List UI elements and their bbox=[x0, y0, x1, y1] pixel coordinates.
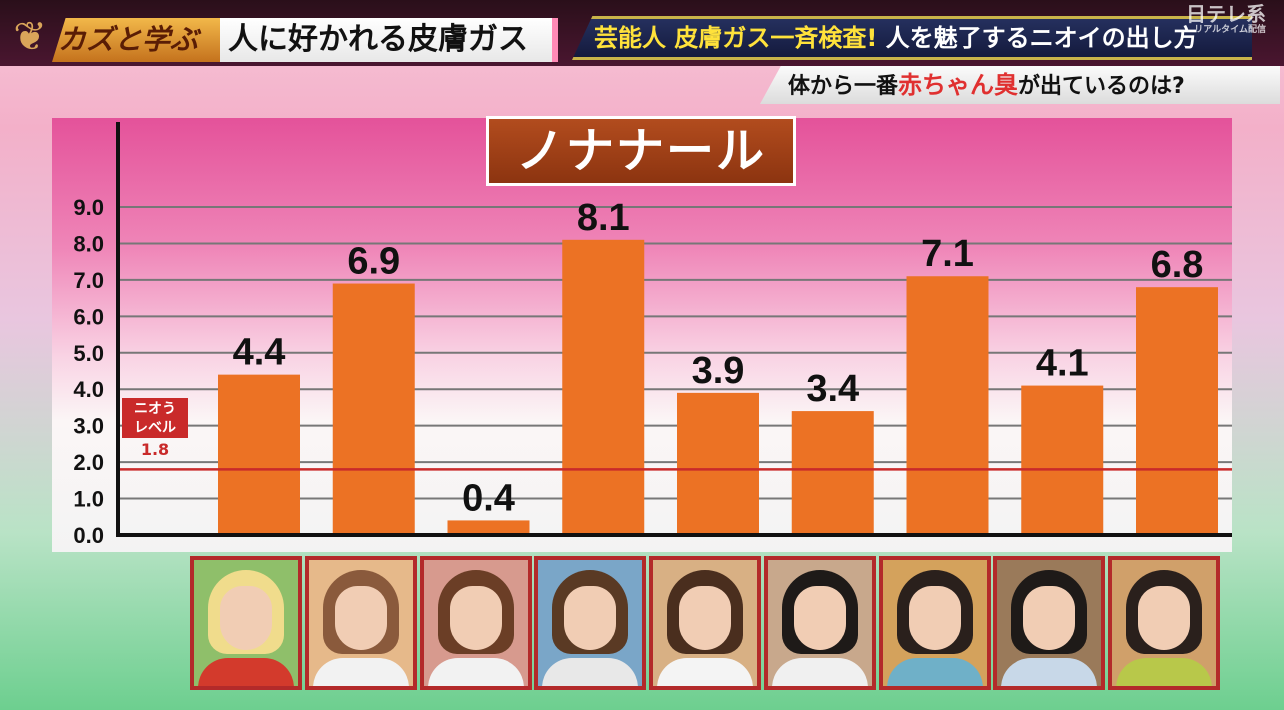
photo-body bbox=[542, 658, 639, 686]
photo-face bbox=[449, 586, 502, 650]
y-tick-label: 2.0 bbox=[73, 450, 104, 475]
y-tick-label: 3.0 bbox=[73, 414, 104, 439]
y-tick-label: 7.0 bbox=[73, 268, 104, 293]
bar-value-label: 3.4 bbox=[806, 368, 859, 410]
contestant-photo bbox=[649, 556, 761, 690]
reference-label-line-1: ニオう bbox=[134, 401, 176, 417]
photo-face bbox=[334, 586, 387, 650]
photo-body bbox=[198, 658, 294, 686]
headline-banner: 芸能人 皮膚ガス一斉検査! 人を魅了するニオイの出し方 bbox=[572, 16, 1252, 60]
ornament-logo-icon: ❦ bbox=[13, 14, 47, 60]
photo-body bbox=[657, 658, 753, 686]
photo-body bbox=[312, 658, 409, 686]
network-logo: 日テレ系 リアルタイム配信 bbox=[1186, 4, 1266, 36]
bar bbox=[218, 374, 300, 535]
headline-part-1: 芸能人 皮膚ガス一斉検査! bbox=[594, 24, 878, 52]
bar-value-label: 3.9 bbox=[692, 350, 745, 392]
contestant-photo bbox=[763, 556, 876, 690]
contestant-photo bbox=[534, 556, 647, 690]
contestant-photo bbox=[419, 556, 532, 690]
bar bbox=[562, 239, 645, 536]
bar-value-label: 4.1 bbox=[1036, 343, 1089, 385]
bar bbox=[1021, 385, 1104, 535]
bars bbox=[218, 239, 1218, 536]
bar bbox=[677, 392, 759, 535]
y-axis-ticks: 0.0 1.0 2.0 3.0 4.0 5.0 6.0 7.0 8.0 9.0 bbox=[73, 195, 104, 548]
network-logo-text: 日テレ系 bbox=[1186, 2, 1266, 26]
contestant-photo bbox=[993, 556, 1106, 690]
bar bbox=[332, 283, 415, 535]
contestant-photo bbox=[190, 556, 302, 690]
photo-face bbox=[564, 586, 617, 650]
show-segment-title: カズと学ぶ bbox=[52, 18, 222, 62]
photo-body bbox=[886, 658, 983, 686]
photo-body bbox=[1116, 658, 1212, 686]
question-part-1: 体から一番 bbox=[788, 74, 899, 99]
photo-face bbox=[1023, 586, 1076, 650]
photo-body bbox=[771, 658, 868, 686]
contestant-photo bbox=[304, 556, 417, 690]
bar bbox=[447, 520, 530, 535]
photo-face bbox=[908, 586, 961, 650]
question-part-2: が出ているのは? bbox=[1018, 74, 1185, 99]
value-labels: 4.4 6.9 0.4 8.1 3.9 3.4 7.1 4.1 6.8 bbox=[233, 197, 1204, 520]
photo-body bbox=[1001, 658, 1098, 686]
bar bbox=[791, 411, 874, 535]
headline-part-2: 人を魅了するニオイの出し方 bbox=[885, 24, 1198, 52]
contestant-photo bbox=[1108, 556, 1220, 690]
photo-body bbox=[427, 658, 524, 686]
episode-theme-title: 人に好かれる皮膚ガス bbox=[220, 18, 558, 62]
reference-tag: ニオう レベル bbox=[122, 398, 188, 438]
photo-face bbox=[793, 586, 846, 650]
y-tick-label: 1.0 bbox=[73, 487, 104, 512]
photo-face bbox=[679, 586, 731, 650]
bar-value-label: 8.1 bbox=[577, 197, 630, 239]
bar bbox=[906, 276, 989, 535]
axes bbox=[116, 122, 1232, 537]
bar-value-label: 6.8 bbox=[1151, 244, 1204, 286]
bar-value-label: 0.4 bbox=[462, 477, 515, 519]
reference-value: 1.8 bbox=[140, 440, 170, 459]
y-tick-label: 4.0 bbox=[73, 377, 104, 402]
y-tick-label: 9.0 bbox=[73, 195, 104, 220]
bar-value-label: 4.4 bbox=[233, 332, 286, 374]
question-highlight: 赤ちゃん臭 bbox=[898, 71, 1019, 99]
photo-face bbox=[1138, 586, 1190, 650]
photo-face bbox=[220, 586, 272, 650]
question-banner: 体から一番赤ちゃん臭が出ているのは? bbox=[760, 66, 1280, 104]
network-sub-text: リアルタイム配信 bbox=[1194, 25, 1266, 35]
contestant-photo bbox=[878, 556, 991, 690]
bar bbox=[1136, 287, 1218, 535]
y-tick-label: 6.0 bbox=[73, 304, 104, 329]
chart-title: ノナナール bbox=[486, 116, 796, 186]
y-tick-label: 5.0 bbox=[73, 341, 104, 366]
bar-value-label: 7.1 bbox=[921, 233, 974, 275]
y-tick-label: 8.0 bbox=[73, 231, 104, 256]
reference-label-line-2: レベル bbox=[134, 420, 176, 436]
bar-value-label: 6.9 bbox=[347, 241, 400, 283]
y-tick-label: 0.0 bbox=[73, 523, 104, 548]
